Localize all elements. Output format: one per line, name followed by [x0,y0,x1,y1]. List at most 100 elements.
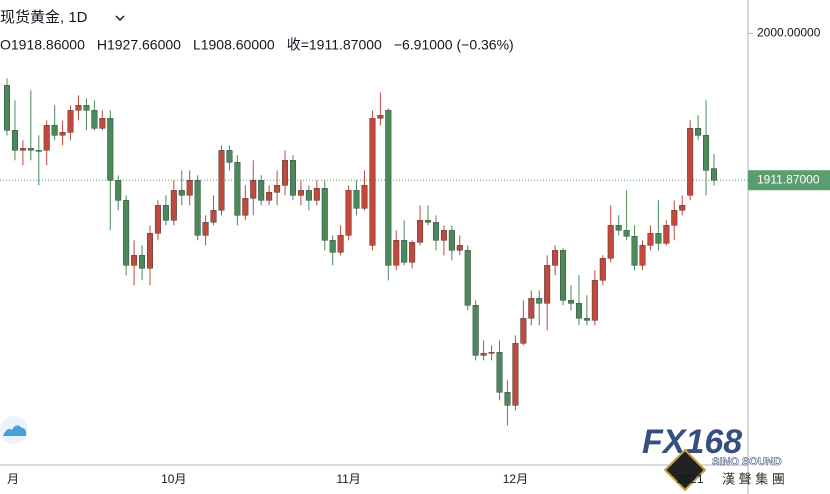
candle-body [599,258,606,281]
candle-body [464,250,471,306]
candle-body [131,255,138,266]
candle-body [711,168,718,181]
x-tick-label: 12月 [503,472,528,486]
candle-body [178,190,185,196]
candle-body [631,236,638,266]
candle-body [409,242,416,263]
candle-body [456,245,463,251]
candle-body [83,105,90,111]
candle-body [305,190,312,201]
candle-body [687,128,694,196]
candle-body [496,352,503,393]
candle-body [43,125,50,151]
candle-body [377,115,384,119]
candle-body [19,148,26,151]
last-price-tag [748,170,830,191]
candle-body [162,205,169,221]
candle-body [297,190,304,196]
candle-body [146,233,153,269]
candle-body [512,343,519,406]
x-tick-label: 月 [7,472,19,486]
candle-body [671,210,678,226]
candle-body [274,185,281,193]
x-tick-label: 2021 [677,472,704,486]
candle-body [353,190,360,209]
candle-body [591,280,598,321]
candle-body [448,230,455,251]
x-tick-label: 10月 [161,472,186,486]
candle-body [504,392,511,406]
candle-body [440,230,447,241]
candle-body [266,192,273,201]
candle-body [385,110,392,266]
candle-body [393,240,400,266]
candle-body [369,118,376,246]
candle-body [520,318,527,344]
chevron[interactable] [115,15,125,22]
candle-body [154,205,161,234]
candle-body [536,298,543,304]
legend-item: H1927.66000 [97,37,181,53]
candle-body [139,255,146,269]
candle-body [289,160,296,196]
candle-body [560,250,567,301]
candle-body [639,245,646,266]
candle-body [480,353,487,356]
candle-body [59,132,66,136]
candle-body [186,180,193,196]
chart-title: 现货黄金, 1D [0,9,88,26]
candle-body [99,118,106,129]
watermark-cn: 漢 聲 集 團 [722,471,785,486]
candle-body [27,148,34,151]
candle-body [679,205,686,211]
candle-body [361,185,368,209]
candle-body [528,298,535,319]
candle-body [655,233,662,244]
legend-item: 收=1911.87000 [287,37,382,53]
candle-body [552,250,559,266]
candle-body [623,230,630,237]
candle-body [401,240,408,263]
candle-body [575,303,582,319]
candle-body [75,105,82,111]
candle-body [226,150,233,163]
candle-body [115,180,122,201]
candle-body [472,305,479,356]
ohlc-legend: O1918.86000 H1927.66000 L1908.60000 收=1911.… [0,37,514,53]
candle-body [695,128,702,136]
candle-body [337,235,344,253]
last-price-label: 1911.87000 [757,172,820,186]
candle-body [3,85,10,131]
candle-body [11,130,18,151]
candle-body [210,210,217,223]
watermark-logo: FX168 [642,423,742,461]
candle-body [35,150,42,152]
candle-body [615,225,622,231]
candle-body [703,135,710,171]
logo[interactable] [0,416,28,444]
watermark: FX168 SINO SOUND 漢 聲 集 團 [642,423,785,492]
watermark-en: SINO SOUND [712,456,782,468]
candle-body [282,160,289,186]
candle-body [194,180,201,236]
legend-item: −6.91000 (−0.36%) [394,37,514,53]
candle-body [568,300,575,304]
candle-body [202,222,209,236]
candle-body [91,110,98,129]
candle-body [218,150,225,211]
candle-body [51,125,58,136]
candle-body [647,233,654,246]
candle-body [170,190,177,221]
candle-body [313,188,320,201]
candle-body [321,188,328,241]
candle-body [242,198,249,216]
x-tick-label: 11月 [336,472,360,486]
candle-body [425,220,432,223]
candle-body [234,162,241,216]
candle-body [250,180,257,199]
candle-body [583,318,590,321]
candle-body [107,118,114,181]
candle-body [663,225,670,244]
